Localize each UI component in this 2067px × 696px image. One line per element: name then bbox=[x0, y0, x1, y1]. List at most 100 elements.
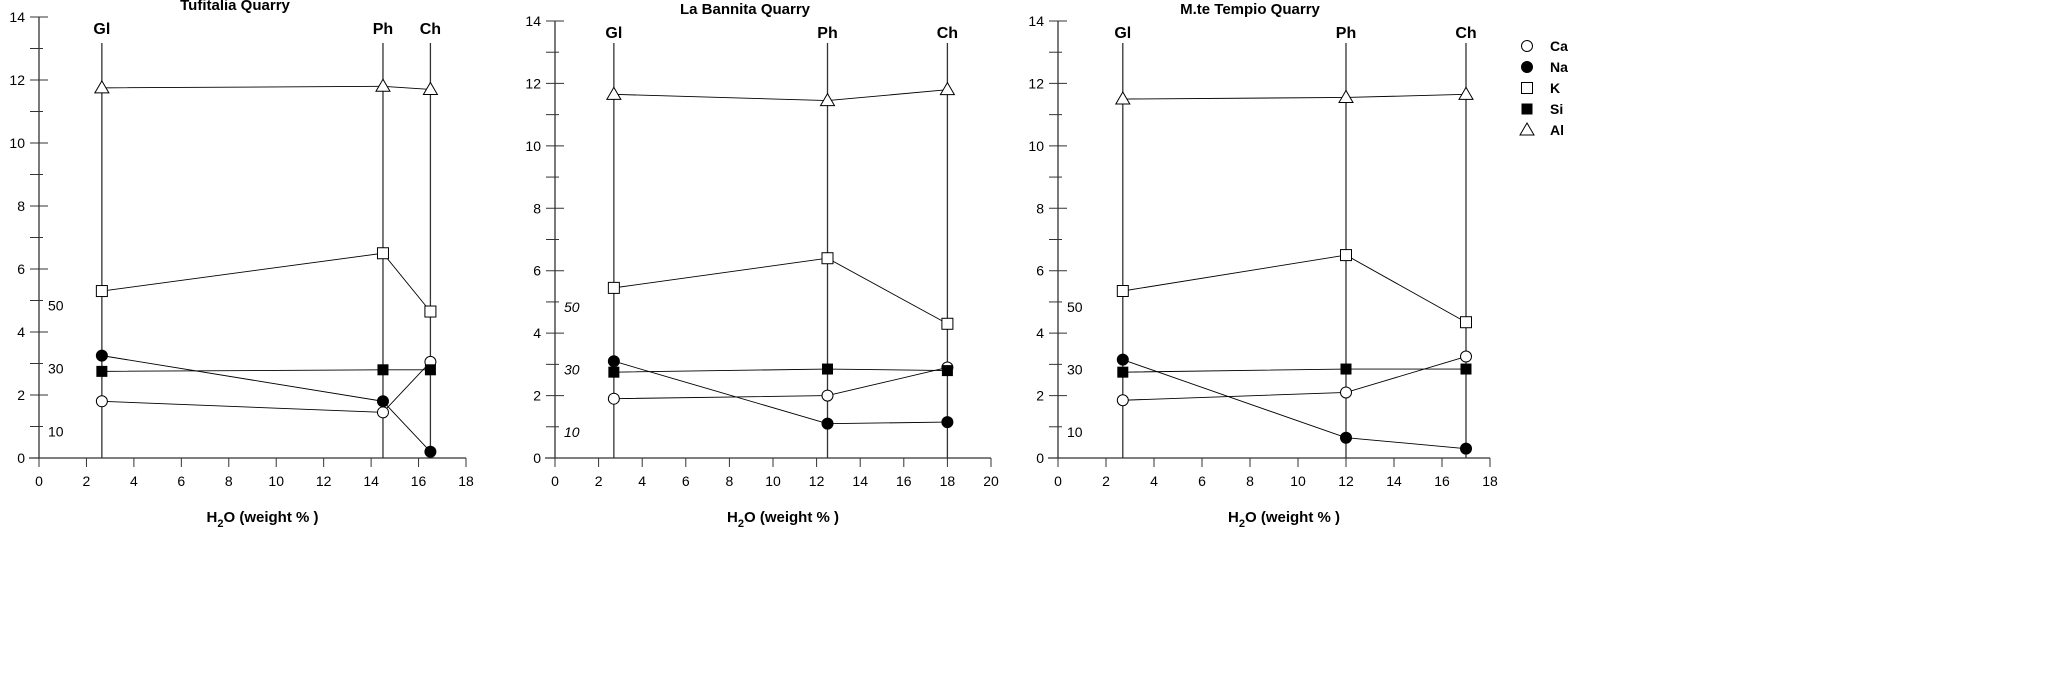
secondary-scale-label: 30 bbox=[564, 361, 580, 377]
y-tick-label: 12 bbox=[525, 75, 541, 91]
y-tick-label: 6 bbox=[17, 261, 25, 277]
y-tick-label: 12 bbox=[1028, 75, 1044, 91]
x-tick-label: 18 bbox=[458, 473, 474, 489]
point-k bbox=[424, 305, 437, 318]
x-tick-label: 18 bbox=[940, 473, 956, 489]
series-line-al bbox=[613, 89, 948, 102]
point-si bbox=[608, 366, 620, 378]
point-si bbox=[1340, 363, 1352, 375]
legend-marker-k bbox=[1521, 82, 1533, 94]
legend-marker-si bbox=[1521, 103, 1533, 115]
phase-label: Ch bbox=[1455, 25, 1476, 42]
panel-2: La Bannita Quarry 0 2 4 6 8 10 12 14 0 2 4 6 8 10 12 14 1… bbox=[525, 1, 999, 530]
point-si bbox=[96, 365, 108, 377]
y-tick-label: 10 bbox=[9, 135, 25, 151]
x-axis-label: H2O (weight % ) bbox=[1228, 509, 1340, 530]
y-tick-label: 0 bbox=[533, 450, 541, 466]
secondary-scale-label: 10 bbox=[48, 424, 64, 440]
point-ca bbox=[376, 406, 389, 419]
x-axis-label: H2O (weight % ) bbox=[727, 509, 839, 530]
x-tick-label: 12 bbox=[316, 473, 332, 489]
y-tick-label: 0 bbox=[1036, 450, 1044, 466]
legend-marker-ca bbox=[1521, 40, 1533, 52]
panel-1: Tufitalia Quarry 0 2 4 6 8 10 12 14 0 2 4 6 8 10 12 14 16… bbox=[9, 0, 474, 530]
x-tick-label: 10 bbox=[268, 473, 284, 489]
point-k bbox=[1460, 316, 1472, 329]
x-tick-label: 14 bbox=[363, 473, 379, 489]
x-tick-label: 4 bbox=[130, 473, 138, 489]
x-tick-label: 6 bbox=[682, 473, 690, 489]
y-tick-label: 2 bbox=[17, 387, 25, 403]
legend-marker-na bbox=[1521, 61, 1533, 73]
point-na bbox=[1116, 353, 1129, 366]
y-tick-label: 6 bbox=[1036, 263, 1044, 279]
point-k bbox=[607, 281, 620, 294]
secondary-scale-label: 30 bbox=[1067, 361, 1083, 377]
point-al bbox=[422, 81, 439, 95]
phase-label: Gl bbox=[1114, 25, 1131, 42]
x-axis-label: H2O (weight % ) bbox=[207, 509, 319, 530]
y-tick-label: 14 bbox=[1028, 13, 1044, 29]
series-line-na bbox=[1122, 359, 1467, 450]
point-na bbox=[607, 355, 620, 368]
series-line-k bbox=[101, 252, 431, 312]
x-tick-label: 16 bbox=[1434, 473, 1450, 489]
x-tick-label: 18 bbox=[1482, 473, 1498, 489]
x-tick-label: 20 bbox=[983, 473, 999, 489]
point-al bbox=[1458, 86, 1474, 100]
x-tick-label: 16 bbox=[411, 473, 427, 489]
series-line-k bbox=[613, 257, 948, 325]
point-k bbox=[1340, 249, 1352, 262]
legend-label: Ca bbox=[1550, 38, 1568, 54]
y-tick-label: 10 bbox=[1028, 138, 1044, 154]
y-tick-label: 14 bbox=[525, 13, 541, 29]
point-ca bbox=[607, 392, 620, 405]
x-tick-label: 12 bbox=[1338, 473, 1354, 489]
y-tick-label: 4 bbox=[1036, 325, 1044, 341]
y-tick-label: 2 bbox=[1036, 388, 1044, 404]
series-line-na bbox=[613, 360, 948, 425]
y-tick-label: 12 bbox=[9, 72, 25, 88]
x-tick-label: 8 bbox=[726, 473, 734, 489]
phase-label: Ph bbox=[817, 25, 837, 42]
legend-label: Na bbox=[1550, 59, 1568, 75]
series-line-ca bbox=[613, 367, 948, 400]
phase-label: Ch bbox=[937, 25, 958, 42]
y-tick-label: 4 bbox=[533, 325, 541, 341]
point-al bbox=[605, 86, 622, 100]
x-tick-label: 0 bbox=[551, 473, 559, 489]
legend-label: Si bbox=[1550, 101, 1563, 117]
point-ca bbox=[1340, 386, 1352, 399]
phase-label: Gl bbox=[605, 25, 622, 42]
point-al bbox=[1114, 91, 1131, 105]
point-si bbox=[941, 365, 953, 377]
point-na bbox=[821, 417, 834, 430]
y-tick-label: 8 bbox=[1036, 200, 1044, 216]
series-line-k bbox=[1122, 254, 1467, 323]
y-tick-label: 8 bbox=[533, 200, 541, 216]
point-k bbox=[1116, 285, 1129, 298]
x-tick-label: 4 bbox=[1150, 473, 1158, 489]
point-ca bbox=[1116, 394, 1129, 407]
point-na bbox=[424, 445, 437, 458]
panel-title: La Bannita Quarry bbox=[680, 1, 811, 18]
phase-label: Gl bbox=[93, 21, 110, 38]
point-si bbox=[377, 364, 389, 376]
x-tick-label: 0 bbox=[35, 473, 43, 489]
panel-title: Tufitalia Quarry bbox=[180, 0, 290, 14]
point-k bbox=[821, 252, 834, 265]
secondary-scale-label: 30 bbox=[48, 361, 64, 377]
legend: Ca Na K Si Al bbox=[1519, 38, 1568, 138]
y-tick-label: 4 bbox=[17, 324, 25, 340]
point-k bbox=[95, 285, 108, 298]
point-si bbox=[1460, 363, 1472, 375]
x-tick-label: 2 bbox=[595, 473, 603, 489]
point-na bbox=[376, 395, 389, 408]
phase-label: Ph bbox=[373, 21, 393, 38]
legend-label: Al bbox=[1550, 122, 1564, 138]
point-si bbox=[822, 363, 833, 375]
x-tick-label: 6 bbox=[1198, 473, 1206, 489]
legend-marker-al bbox=[1519, 122, 1535, 136]
point-na bbox=[95, 349, 108, 362]
